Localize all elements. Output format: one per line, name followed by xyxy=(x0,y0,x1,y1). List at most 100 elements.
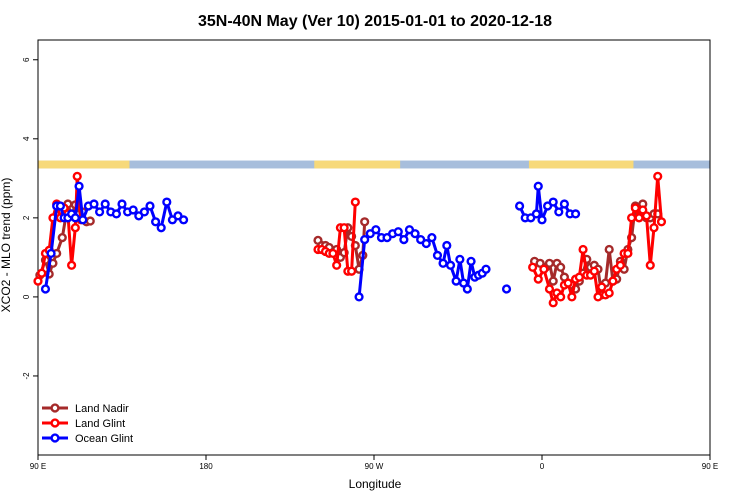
data-point-ocean-glint xyxy=(466,256,476,266)
data-point-land-glint xyxy=(649,223,659,233)
legend-label-land-glint: Land Glint xyxy=(75,418,125,430)
data-point-land-nadir xyxy=(604,244,614,255)
data-point-land-glint xyxy=(634,213,644,223)
data-point-land-glint xyxy=(597,282,607,292)
data-point-land-glint xyxy=(347,266,357,276)
surface-strip-land xyxy=(314,160,401,169)
data-point-land-glint xyxy=(72,171,82,181)
data-point-ocean-glint xyxy=(481,264,491,274)
data-point-ocean-glint xyxy=(501,284,512,294)
data-point-ocean-glint xyxy=(570,209,581,219)
data-point-ocean-glint xyxy=(514,201,525,211)
data-point-ocean-glint xyxy=(151,217,161,227)
x-tick-label: 90 W xyxy=(365,462,384,471)
data-point-land-glint xyxy=(653,171,663,181)
y-axis-label: XCO2 - MLO trend (ppm) xyxy=(0,178,13,313)
data-point-land-glint xyxy=(528,262,538,272)
data-point-ocean-glint xyxy=(100,199,110,209)
data-point-land-nadir xyxy=(556,262,566,272)
data-point-land-glint xyxy=(328,248,338,259)
data-point-ocean-glint xyxy=(421,238,431,249)
data-point-land-glint xyxy=(37,268,47,278)
data-point-land-glint xyxy=(626,213,637,223)
plot-area: -2 0 2 4 6 90 E 180 90 W 0 90 E xyxy=(22,39,718,471)
data-point-land-glint xyxy=(656,217,667,227)
data-point-ocean-glint xyxy=(399,234,409,245)
x-tick-label: 90 E xyxy=(702,462,718,471)
chart-title: 35N-40N May (Ver 10) 2015-01-01 to 2020-… xyxy=(198,13,552,30)
data-point-land-glint xyxy=(578,244,588,255)
data-point-land-glint xyxy=(604,288,614,298)
data-point-ocean-glint xyxy=(410,229,420,239)
data-point-land-glint xyxy=(574,272,584,282)
data-point-land-glint xyxy=(332,260,342,270)
data-point-ocean-glint xyxy=(559,199,570,209)
data-point-land-glint xyxy=(350,197,360,207)
data-point-land-glint xyxy=(539,264,549,274)
data-point-land-glint xyxy=(623,248,633,259)
data-point-ocean-glint xyxy=(354,292,364,302)
legend-label-land-nadir: Land Nadir xyxy=(75,403,129,415)
data-point-land-nadir xyxy=(360,217,370,227)
data-point-ocean-glint xyxy=(117,199,127,209)
data-point-ocean-glint xyxy=(145,201,155,211)
data-point-land-glint xyxy=(593,292,603,302)
data-point-ocean-glint xyxy=(46,248,56,259)
data-point-ocean-glint xyxy=(451,276,461,286)
legend-label-ocean-glint: Ocean Glint xyxy=(75,433,133,445)
data-point-ocean-glint xyxy=(438,258,448,268)
x-tick-label: 90 E xyxy=(30,462,46,471)
data-point-land-nadir xyxy=(548,276,558,286)
data-point-ocean-glint xyxy=(427,233,437,243)
data-point-land-glint xyxy=(641,211,652,221)
y-tick-label: 6 xyxy=(22,57,31,62)
data-point-ocean-glint xyxy=(70,213,80,223)
legend: Land Nadir Land Glint Ocean Glint xyxy=(42,403,133,445)
data-point-ocean-glint xyxy=(156,223,166,233)
data-point-land-nadir xyxy=(57,233,67,243)
data-point-ocean-glint xyxy=(74,181,84,191)
data-point-land-glint xyxy=(533,274,543,284)
data-point-land-glint xyxy=(33,276,43,286)
data-point-ocean-glint xyxy=(533,181,543,191)
y-tick-label: -2 xyxy=(22,372,31,380)
data-point-land-glint xyxy=(615,260,626,270)
data-point-ocean-glint xyxy=(554,207,564,217)
data-point-land-glint xyxy=(70,223,80,233)
legend-marker-land-nadir xyxy=(50,403,60,413)
data-point-ocean-glint xyxy=(360,234,370,245)
data-point-ocean-glint xyxy=(89,199,99,209)
data-point-land-glint xyxy=(556,292,566,302)
data-point-ocean-glint xyxy=(55,201,66,211)
data-point-ocean-glint xyxy=(139,207,150,217)
legend-marker-land-glint xyxy=(50,418,60,428)
data-point-land-nadir xyxy=(85,216,95,226)
x-tick-label: 0 xyxy=(540,462,545,471)
y-tick-label: 2 xyxy=(22,215,31,220)
data-point-ocean-glint xyxy=(531,209,542,219)
data-point-ocean-glint xyxy=(432,250,443,261)
data-point-ocean-glint xyxy=(40,284,51,294)
data-point-land-glint xyxy=(339,223,349,233)
data-point-land-glint xyxy=(645,260,655,270)
y-tick-label: 0 xyxy=(22,294,31,299)
surface-strip-land xyxy=(38,160,130,169)
x-tick-label: 180 xyxy=(199,462,213,471)
legend-marker-ocean-glint xyxy=(50,433,60,443)
surface-strip-land xyxy=(528,160,634,169)
data-point-land-glint xyxy=(589,266,599,276)
data-point-land-glint xyxy=(66,260,77,270)
data-point-ocean-glint xyxy=(371,225,381,235)
data-point-ocean-glint xyxy=(455,254,465,264)
data-point-ocean-glint xyxy=(111,209,122,219)
data-point-ocean-glint xyxy=(179,215,189,225)
data-point-ocean-glint xyxy=(128,205,138,215)
x-axis-label: Longitude xyxy=(349,477,402,491)
data-point-ocean-glint xyxy=(537,215,547,225)
data-point-land-glint xyxy=(567,292,577,302)
data-point-land-glint xyxy=(544,284,555,294)
data-point-ocean-glint xyxy=(162,197,172,207)
data-point-land-glint xyxy=(608,276,618,286)
data-point-land-glint xyxy=(563,278,573,288)
